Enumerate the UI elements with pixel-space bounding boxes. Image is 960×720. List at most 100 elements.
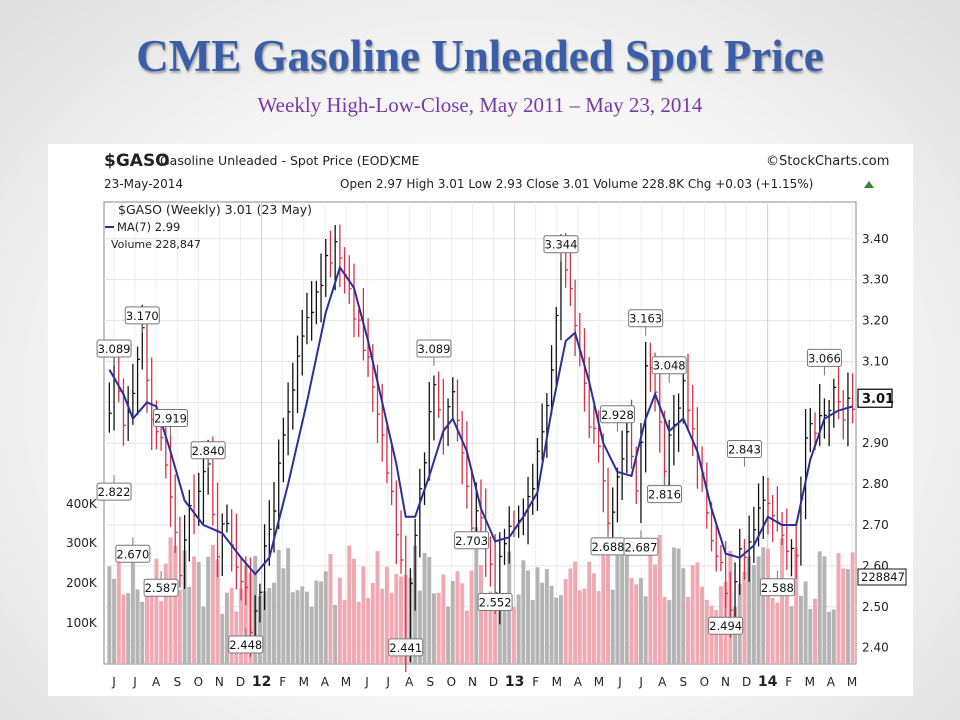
volume-bar bbox=[422, 552, 427, 664]
volume-bar bbox=[606, 551, 610, 664]
quote-line: Open 2.97 High 3.01 Low 2.93 Close 3.01 … bbox=[340, 177, 813, 191]
price-annotation: 3.170 bbox=[126, 309, 159, 323]
volume-bar bbox=[361, 566, 366, 664]
price-annotation: 2.587 bbox=[145, 581, 178, 595]
volume-bar bbox=[742, 571, 747, 664]
month-tick-label: 13 bbox=[505, 674, 524, 690]
price-tick-label: 3.30 bbox=[862, 273, 889, 287]
month-tick-label: A bbox=[405, 675, 414, 689]
month-tick-label: F bbox=[279, 675, 286, 689]
volume-bar bbox=[770, 597, 775, 664]
volume-bar bbox=[215, 559, 220, 664]
price-annotation: 3.089 bbox=[98, 342, 131, 356]
volume-bar bbox=[116, 548, 121, 664]
volume-bar bbox=[667, 600, 672, 664]
month-tick-label: N bbox=[721, 675, 730, 689]
volume-bar bbox=[775, 602, 780, 664]
month-tick-label: J bbox=[111, 675, 116, 689]
volume-bar bbox=[577, 590, 582, 664]
volume-bar bbox=[187, 586, 192, 664]
volume-bar bbox=[540, 582, 545, 664]
volume-bar bbox=[229, 587, 234, 664]
volume-bar bbox=[601, 549, 606, 664]
volume-bar bbox=[615, 546, 620, 664]
volume-bar bbox=[370, 583, 375, 664]
volume-bar bbox=[272, 582, 276, 664]
volume-bar bbox=[384, 566, 389, 664]
volume-bar bbox=[709, 605, 714, 664]
volume-bar bbox=[530, 599, 535, 664]
price-annotation-box bbox=[628, 309, 664, 328]
month-tick-label: M bbox=[594, 675, 604, 689]
price-tick-label: 2.40 bbox=[862, 641, 889, 655]
volume-bar bbox=[624, 547, 629, 664]
volume-bar bbox=[192, 556, 197, 664]
volume-bar bbox=[657, 534, 662, 664]
volume-bar bbox=[417, 590, 422, 664]
volume-bar bbox=[554, 597, 559, 664]
volume-bar bbox=[620, 546, 625, 664]
price-annotation: 2.494 bbox=[709, 619, 742, 633]
volume-bar bbox=[704, 599, 709, 664]
volume-bar bbox=[756, 556, 761, 664]
price-annotation: 3.066 bbox=[808, 351, 841, 365]
legend-ma: MA(7) 2.99 bbox=[117, 220, 180, 234]
volume-bar bbox=[784, 580, 789, 664]
volume-bar bbox=[304, 591, 309, 664]
volume-bar bbox=[206, 556, 211, 664]
month-tick-label: O bbox=[194, 675, 203, 689]
month-tick-label: O bbox=[700, 675, 709, 689]
volume-bar bbox=[323, 571, 328, 664]
volume-bar bbox=[140, 601, 145, 664]
chart-date: 23-May-2014 bbox=[104, 177, 183, 191]
price-annotation: 2.816 bbox=[648, 488, 681, 502]
volume-bar bbox=[733, 607, 738, 664]
chart-canvas: 3.089 2.822 3.170 2.670 2.919 2.587 2.840 2.448… bbox=[66, 151, 907, 690]
volume-bar bbox=[154, 558, 159, 664]
price-annotation: 2.552 bbox=[479, 596, 512, 610]
volume-bar bbox=[662, 596, 667, 664]
slide-subtitle: Weekly High-Low-Close, May 2011 – May 23… bbox=[257, 93, 703, 117]
volume-bar bbox=[300, 586, 305, 664]
volume-bar bbox=[342, 599, 347, 664]
volume-bar bbox=[257, 596, 262, 664]
stock-chart: 3.089 2.822 3.170 2.670 2.919 2.587 2.840 2.448… bbox=[48, 144, 913, 696]
price-annotation: 2.687 bbox=[624, 540, 657, 554]
price-annotation: 2.441 bbox=[389, 641, 422, 655]
price-annotation: 3.344 bbox=[545, 238, 578, 252]
slide-title: CME Gasoline Unleaded Spot Price bbox=[136, 31, 824, 81]
month-tick-label: M bbox=[847, 675, 857, 689]
price-tick-label: 3.20 bbox=[862, 314, 889, 328]
up-arrow-icon bbox=[864, 181, 874, 188]
price-tick-label: 2.90 bbox=[862, 436, 889, 450]
month-tick-label: N bbox=[215, 675, 224, 689]
volume-bar bbox=[290, 592, 295, 664]
price-annotation: 2.840 bbox=[192, 444, 225, 458]
volume-bar bbox=[182, 550, 187, 664]
volume-bar bbox=[836, 553, 841, 664]
volume-bar bbox=[591, 573, 596, 664]
price-annotation: 3.089 bbox=[417, 342, 450, 356]
volume-bar bbox=[544, 568, 549, 664]
month-tick-label: 14 bbox=[758, 674, 778, 690]
price-tick-label: 2.70 bbox=[862, 518, 889, 532]
volume-bar bbox=[474, 527, 479, 664]
month-tick-label: D bbox=[742, 675, 751, 689]
month-tick-label: A bbox=[574, 675, 583, 689]
volume-bar bbox=[535, 567, 540, 664]
volume-bar bbox=[483, 595, 488, 664]
price-annotation: 3.048 bbox=[653, 359, 686, 373]
volume-bar bbox=[789, 606, 794, 664]
volume-bar bbox=[686, 596, 690, 664]
volume-bar bbox=[243, 565, 248, 664]
volume-bar bbox=[747, 556, 752, 664]
volume-bar bbox=[827, 611, 832, 664]
month-tick-label: N bbox=[468, 675, 477, 689]
legend-volume: Volume 228,847 bbox=[111, 238, 201, 251]
volume-bar bbox=[286, 548, 291, 664]
volume-bar bbox=[549, 585, 554, 664]
volume-bar bbox=[366, 597, 371, 664]
volume-bar bbox=[676, 548, 681, 664]
volume-bar bbox=[765, 548, 770, 664]
volume-bar bbox=[163, 563, 168, 664]
